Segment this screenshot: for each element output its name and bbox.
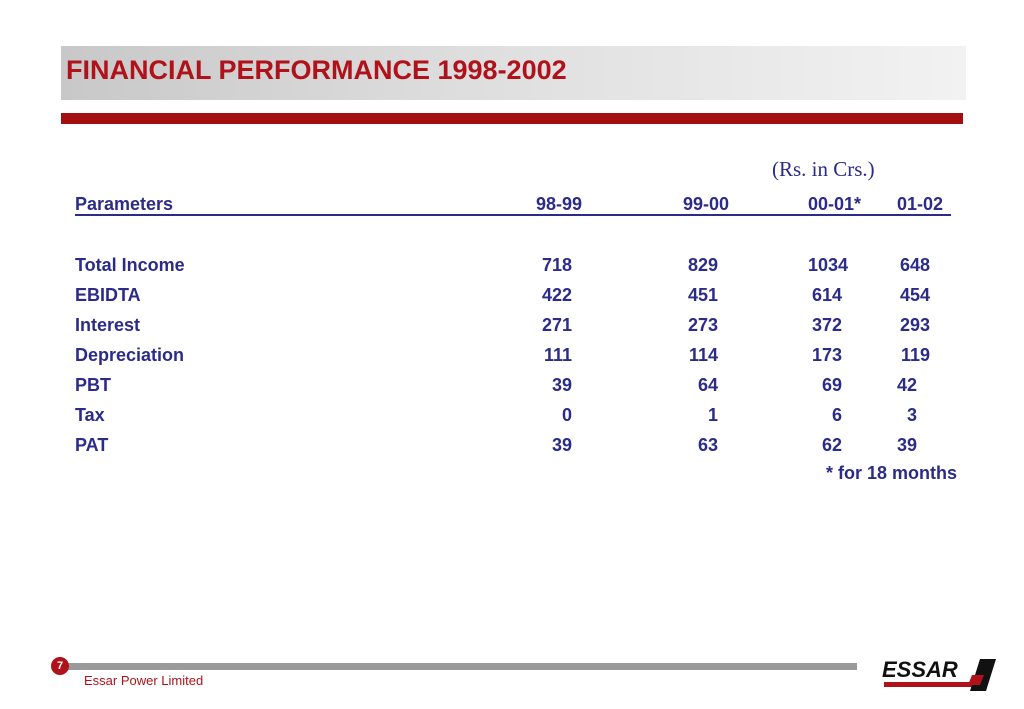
header-parameters: Parameters: [75, 194, 174, 214]
cell-99-00: 273: [687, 315, 718, 335]
title-bar: [61, 46, 966, 100]
cell-01-02: 3: [906, 405, 917, 425]
cell-98-99: 718: [541, 255, 572, 275]
cell-00-01: 614: [811, 285, 842, 305]
table-header-row: Parameters 98-99 99-00 00-01* 01-02: [75, 192, 949, 216]
table-row: PBT 39 64 69 42: [75, 373, 949, 397]
header-underline: [75, 214, 951, 216]
title-divider: [61, 113, 963, 124]
cell-98-99: 271: [541, 315, 572, 335]
cell-00-01: 62: [821, 435, 842, 455]
table-row: Interest 271 273 372 293: [75, 313, 949, 337]
cell-01-02: 119: [900, 345, 930, 365]
cell-99-00: 64: [697, 375, 718, 395]
row-label: Depreciation: [75, 345, 185, 365]
cell-98-99: 0: [561, 405, 572, 425]
row-label: PBT: [75, 375, 111, 395]
cell-01-02: 39: [897, 435, 918, 455]
cell-01-02: 42: [897, 375, 918, 395]
slide-title: FINANCIAL PERFORMANCE 1998-2002: [66, 55, 567, 85]
row-label: Interest: [75, 315, 141, 335]
cell-99-00: 451: [687, 285, 718, 305]
row-label: EBIDTA: [75, 285, 141, 305]
cell-01-02: 454: [899, 285, 930, 305]
cell-98-99: 39: [551, 375, 572, 395]
row-label: PAT: [75, 435, 109, 455]
cell-98-99: 39: [551, 435, 572, 455]
cell-99-00: 829: [687, 255, 718, 275]
header-98-99: 98-99: [536, 194, 583, 214]
header-00-01: 00-01*: [808, 194, 862, 214]
unit-note: (Rs. in Crs.): [772, 157, 875, 181]
cell-98-99: 111: [543, 345, 572, 365]
cell-99-00: 63: [697, 435, 718, 455]
cell-00-01: 173: [811, 345, 842, 365]
header-99-00: 99-00: [683, 194, 730, 214]
row-label: Total Income: [75, 255, 185, 275]
table-row: Depreciation 111 114 173 119: [75, 343, 949, 367]
cell-99-00: 114: [688, 345, 718, 365]
table-row: Total Income 718 829 1034 648: [75, 253, 949, 277]
cell-01-02: 293: [899, 315, 930, 335]
footer-bar: [67, 663, 857, 670]
cell-00-01: 372: [811, 315, 842, 335]
logo-wordmark: ESSAR: [882, 657, 958, 682]
header-01-02: 01-02: [897, 194, 944, 214]
footnote: * for 18 months: [826, 463, 958, 483]
cell-98-99: 422: [541, 285, 572, 305]
logo-slash-red: [968, 675, 984, 685]
table-row: Tax 0 1 6 3: [75, 403, 949, 427]
cell-99-00: 1: [707, 405, 718, 425]
cell-00-01: 6: [831, 405, 842, 425]
essar-logo: ESSAR: [882, 657, 996, 691]
table-row: PAT 39 63 62 39: [75, 433, 949, 457]
company-name: Essar Power Limited: [84, 673, 204, 688]
cell-00-01: 1034: [808, 255, 849, 275]
row-label: Tax: [75, 405, 105, 425]
logo-red-stripe: [884, 682, 972, 687]
cell-00-01: 69: [821, 375, 842, 395]
table-row: EBIDTA 422 451 614 454: [75, 283, 949, 307]
cell-01-02: 648: [899, 255, 930, 275]
page-number-badge: 7: [51, 657, 69, 675]
